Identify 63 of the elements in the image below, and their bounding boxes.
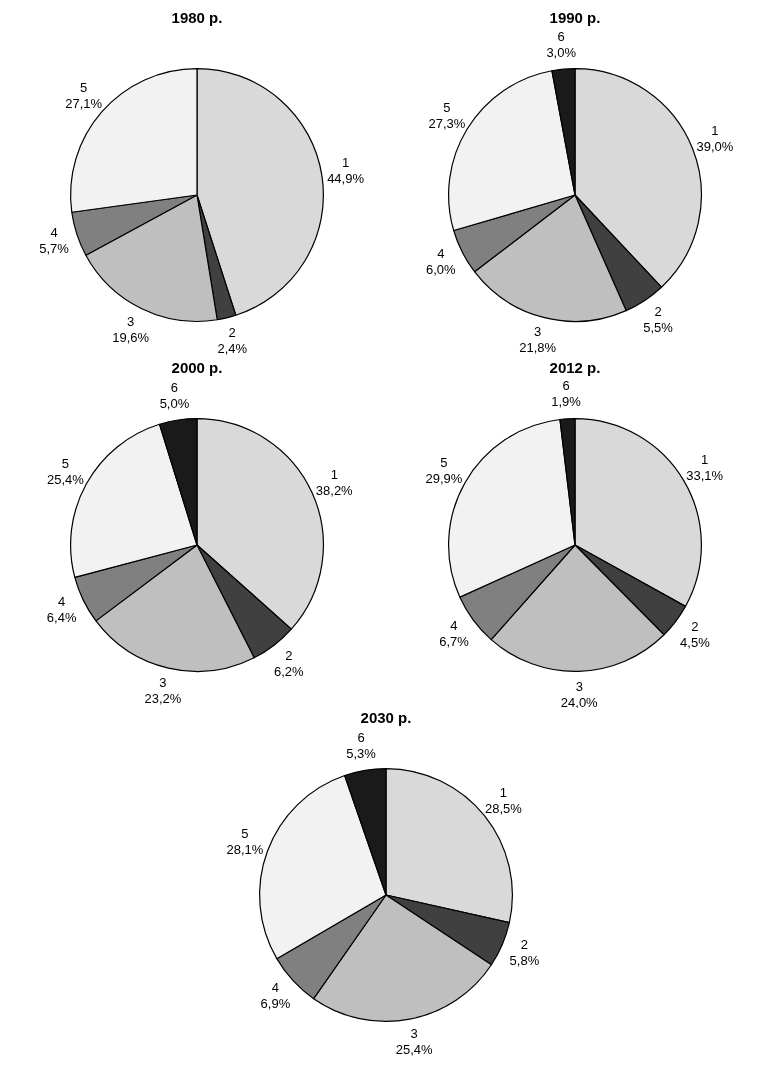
data-label: 19,6% [112,329,150,345]
slice-label: 4 [58,594,66,610]
slice-label: 3 [159,675,167,691]
slice-label: 6 [557,28,565,44]
slice-label: 1 [711,123,719,139]
slice-label: 4 [271,980,280,996]
data-label: 24,0% [560,694,599,710]
data-label: 23,2% [144,691,182,707]
data-label: 21,8% [519,340,557,356]
slice-label: 2 [654,303,662,319]
data-label: 5,0% [159,395,190,411]
slice-label: 1 [341,155,350,171]
slice-label: 4 [50,225,58,241]
data-label: 6,0% [425,262,457,278]
data-label: 5,7% [39,241,70,257]
data-label: 5,3% [346,746,377,762]
data-label: 29,9% [425,470,463,486]
data-label: 27,3% [428,115,466,131]
data-label: 2,4% [217,340,248,356]
data-label: 25,4% [395,1042,434,1058]
slice-label: 1 [330,467,338,483]
data-label: 6,2% [273,663,304,679]
slice-label: 2 [691,619,699,635]
slice-label: 6 [562,378,570,394]
chart-title: 2030 р. [360,709,412,727]
slice-label: 3 [410,1026,418,1042]
data-label: 5,5% [643,319,674,335]
data-label: 6,9% [260,996,291,1012]
slice-label: 3 [534,324,542,340]
chart-title: 2000 р. [171,359,223,377]
data-label: 6,4% [46,610,77,626]
data-label: 44,9% [327,171,365,187]
data-label: 39,0% [696,139,734,155]
slice-label: 5 [61,455,70,471]
slice-label: 5 [80,79,88,95]
slice-label: 1 [499,784,507,800]
slice-label: 5 [443,99,451,115]
data-label: 25,4% [46,471,85,487]
slice-label: 4 [437,246,445,262]
slice-label: 5 [440,454,448,470]
slice-label: 2 [520,937,529,953]
slice-label: 6 [357,730,365,746]
slice-label: 1 [701,452,709,468]
data-label: 1,9% [551,394,582,410]
data-label: 4,5% [680,635,711,651]
slice-label: 3 [575,678,583,694]
chart-title: 1980 р. [171,9,223,27]
chart-title: 2012 р. [549,359,601,377]
data-label: 38,2% [315,483,354,499]
data-label: 33,1% [686,468,724,484]
data-label: 6,7% [439,633,470,649]
slice-label: 2 [285,647,293,663]
data-label: 3,0% [546,44,577,60]
data-label: 5,8% [509,953,540,969]
slice-label: 6 [170,379,179,395]
slice-label: 4 [450,617,458,633]
data-label: 27,1% [65,95,103,111]
data-label: 28,1% [226,842,264,858]
slice-label: 3 [127,313,135,329]
slice-label: 5 [241,826,249,842]
slice-label: 2 [228,324,236,340]
data-label: 28,5% [484,800,523,816]
chart-title: 1990 р. [549,9,601,27]
